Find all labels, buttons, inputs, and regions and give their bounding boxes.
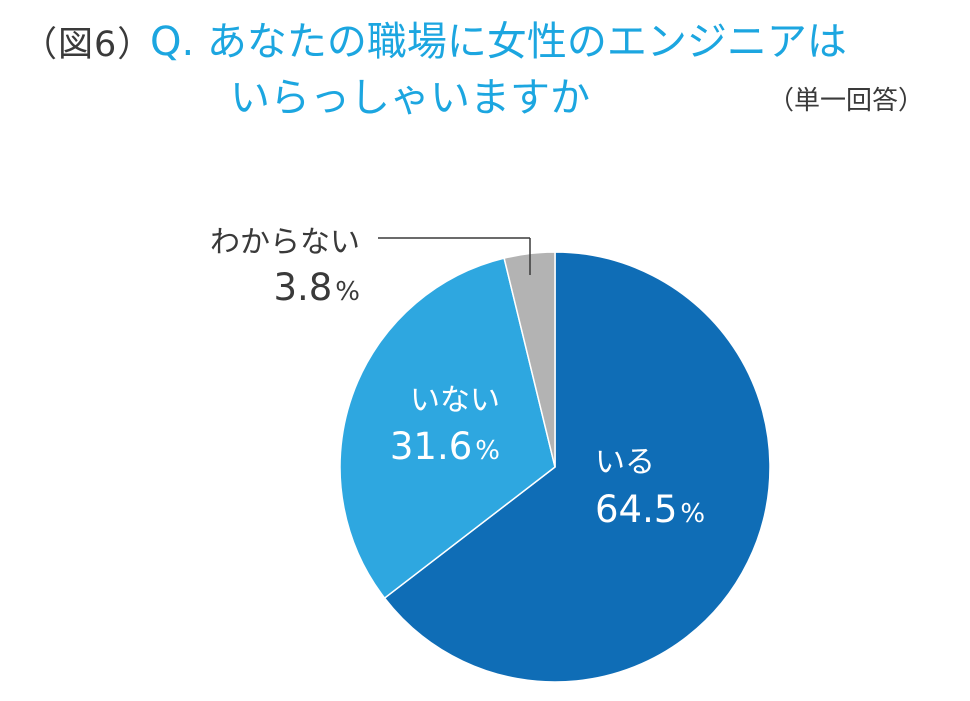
slice-label-1: いる — [595, 445, 655, 480]
answer-type-note: （単一回答） — [768, 86, 925, 116]
pie-labels: いる 64.5 % いない 31.6 % わからない 3.8% — [210, 225, 705, 531]
slice-value-1: 64.5% — [595, 488, 705, 531]
slice-value-3: 3.8% — [273, 266, 360, 309]
pie-slices — [339, 251, 771, 683]
chart-title: Q. あなたの職場に女性のエンジニアは いらっしゃいますか — [150, 14, 847, 126]
pie-slice-2 — [339, 257, 556, 600]
slice-label-2: いない — [410, 383, 500, 418]
slice-label-3: わからない — [210, 225, 360, 260]
pie-slice-1 — [383, 251, 771, 683]
figure-label: （図6） — [22, 25, 154, 65]
slice-value-2: 31.6% — [390, 425, 500, 468]
title-line-2: いらっしゃいますか — [230, 75, 590, 121]
title-line-1: Q. あなたの職場に女性のエンジニアは — [150, 19, 847, 65]
